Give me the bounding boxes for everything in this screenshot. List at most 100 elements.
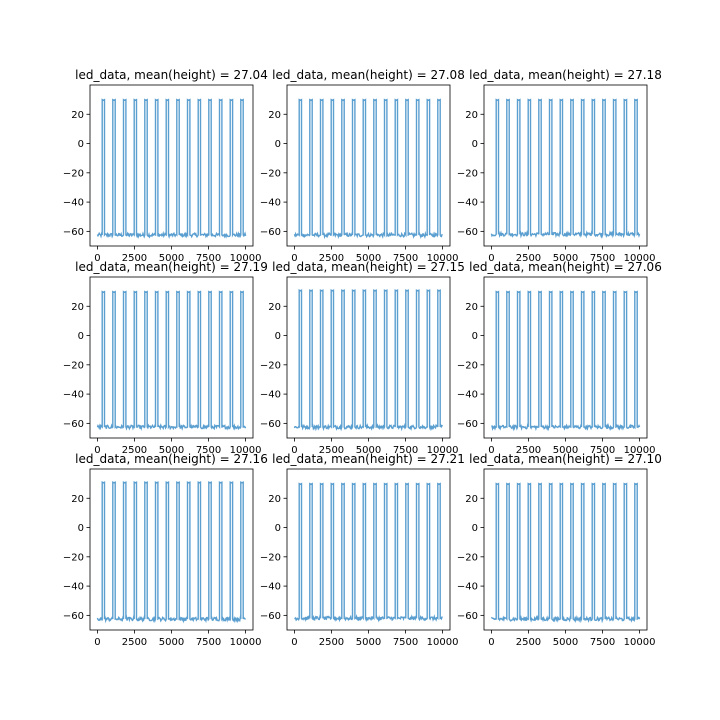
x-tick-label: 2500 bbox=[516, 253, 541, 264]
x-tick-label: 10000 bbox=[427, 445, 459, 456]
x-tick-label: 2500 bbox=[122, 637, 147, 648]
x-tick-label: 5000 bbox=[159, 637, 184, 648]
y-tick-label: −60 bbox=[457, 227, 478, 238]
x-tick-label: 0 bbox=[291, 445, 297, 456]
x-tick-label: 0 bbox=[94, 637, 100, 648]
x-tick-label: 10000 bbox=[624, 637, 656, 648]
y-tick-label: −20 bbox=[260, 552, 281, 563]
y-tick-label: 0 bbox=[275, 139, 281, 150]
x-tick-label: 2500 bbox=[319, 445, 344, 456]
y-tick-label: 20 bbox=[465, 494, 478, 505]
x-tick-label: 10000 bbox=[624, 445, 656, 456]
y-tick-label: 20 bbox=[71, 110, 84, 121]
y-tick-label: 0 bbox=[275, 331, 281, 342]
y-tick-label: −20 bbox=[457, 168, 478, 179]
y-tick-label: 0 bbox=[78, 139, 84, 150]
y-tick-label: 20 bbox=[268, 110, 281, 121]
y-tick-label: −60 bbox=[63, 611, 84, 622]
x-tick-label: 2500 bbox=[122, 445, 147, 456]
x-tick-label: 5000 bbox=[356, 637, 381, 648]
series-line bbox=[293, 98, 443, 240]
subplot-title: led_data, mean(height) = 27.10 bbox=[469, 452, 662, 466]
y-tick-label: −40 bbox=[63, 198, 84, 209]
y-tick-label: 0 bbox=[78, 523, 84, 534]
y-tick-label: −60 bbox=[260, 419, 281, 430]
subplot-title: led_data, mean(height) = 27.16 bbox=[75, 452, 268, 466]
x-tick-label: 0 bbox=[291, 637, 297, 648]
y-tick-label: −40 bbox=[457, 582, 478, 593]
series-line bbox=[96, 481, 246, 624]
y-tick-label: −60 bbox=[63, 419, 84, 430]
series-line bbox=[96, 290, 247, 432]
x-tick-label: 5000 bbox=[553, 253, 578, 264]
subplot-title: led_data, mean(height) = 27.21 bbox=[272, 452, 465, 466]
y-tick-label: −40 bbox=[63, 582, 84, 593]
y-tick-label: −20 bbox=[457, 552, 478, 563]
y-tick-label: −60 bbox=[63, 227, 84, 238]
x-tick-label: 5000 bbox=[159, 253, 184, 264]
x-tick-label: 7500 bbox=[393, 253, 418, 264]
y-tick-label: 20 bbox=[268, 302, 281, 313]
subplot-4: led_data, mean(height) = 27.19 0 2500 5000 7… bbox=[63, 260, 268, 456]
x-tick-label: 7500 bbox=[393, 637, 418, 648]
y-tick-label: 20 bbox=[268, 494, 281, 505]
series-line bbox=[491, 290, 641, 432]
subplot-title: led_data, mean(height) = 27.15 bbox=[272, 260, 465, 274]
x-tick-label: 0 bbox=[488, 637, 494, 648]
y-tick-label: −20 bbox=[260, 168, 281, 179]
x-tick-label: 2500 bbox=[516, 637, 541, 648]
subplot-title: led_data, mean(height) = 27.04 bbox=[75, 68, 268, 82]
x-tick-label: 0 bbox=[488, 445, 494, 456]
x-tick-label: 5000 bbox=[553, 445, 578, 456]
x-tick-label: 10000 bbox=[230, 637, 262, 648]
subplot-title: led_data, mean(height) = 27.18 bbox=[469, 68, 662, 82]
subplot-1: led_data, mean(height) = 27.04 0 2500 5000 7… bbox=[63, 68, 268, 264]
y-tick-label: −20 bbox=[63, 168, 84, 179]
y-tick-label: −40 bbox=[63, 390, 84, 401]
x-tick-label: 2500 bbox=[319, 253, 344, 264]
x-tick-label: 5000 bbox=[356, 445, 381, 456]
subplot-7: led_data, mean(height) = 27.16 0 2500 5000 7… bbox=[63, 452, 268, 648]
x-tick-label: 10000 bbox=[427, 637, 459, 648]
x-tick-label: 7500 bbox=[196, 637, 221, 648]
subplot-title: led_data, mean(height) = 27.06 bbox=[469, 260, 662, 274]
series-line bbox=[294, 482, 443, 623]
subplot-title: led_data, mean(height) = 27.08 bbox=[272, 68, 465, 82]
x-tick-label: 7500 bbox=[590, 253, 615, 264]
y-tick-label: 0 bbox=[275, 523, 281, 534]
y-tick-label: −60 bbox=[260, 611, 281, 622]
y-tick-label: −40 bbox=[457, 198, 478, 209]
y-tick-label: 20 bbox=[71, 494, 84, 505]
y-tick-label: 0 bbox=[472, 523, 478, 534]
y-tick-label: −20 bbox=[63, 552, 84, 563]
x-tick-label: 5000 bbox=[159, 445, 184, 456]
x-tick-label: 7500 bbox=[590, 445, 615, 456]
x-tick-label: 10000 bbox=[230, 445, 262, 456]
x-tick-label: 7500 bbox=[196, 253, 221, 264]
x-tick-label: 2500 bbox=[516, 445, 541, 456]
x-tick-label: 7500 bbox=[590, 637, 615, 648]
series-line bbox=[490, 98, 641, 239]
subplot-2: led_data, mean(height) = 27.08 0 2500 5000 7… bbox=[260, 68, 465, 264]
y-tick-label: −40 bbox=[260, 582, 281, 593]
y-tick-label: −20 bbox=[457, 360, 478, 371]
y-tick-label: 0 bbox=[78, 331, 84, 342]
subplot-title: led_data, mean(height) = 27.19 bbox=[75, 260, 268, 274]
y-tick-label: −20 bbox=[260, 360, 281, 371]
subplot-9: led_data, mean(height) = 27.10 0 2500 5000 7… bbox=[457, 452, 662, 648]
subplot-6: led_data, mean(height) = 27.06 0 2500 5000 7… bbox=[457, 260, 662, 456]
series-line bbox=[293, 289, 444, 432]
y-tick-label: −60 bbox=[457, 611, 478, 622]
x-tick-label: 0 bbox=[488, 253, 494, 264]
x-tick-label: 10000 bbox=[230, 253, 262, 264]
y-tick-label: 0 bbox=[472, 139, 478, 150]
x-tick-label: 2500 bbox=[122, 253, 147, 264]
x-tick-label: 0 bbox=[291, 253, 297, 264]
subplot-3: led_data, mean(height) = 27.18 0 2500 5000 7… bbox=[457, 68, 662, 264]
y-tick-label: −60 bbox=[457, 419, 478, 430]
x-tick-label: 5000 bbox=[356, 253, 381, 264]
y-tick-label: −60 bbox=[260, 227, 281, 238]
series-line bbox=[96, 98, 247, 240]
